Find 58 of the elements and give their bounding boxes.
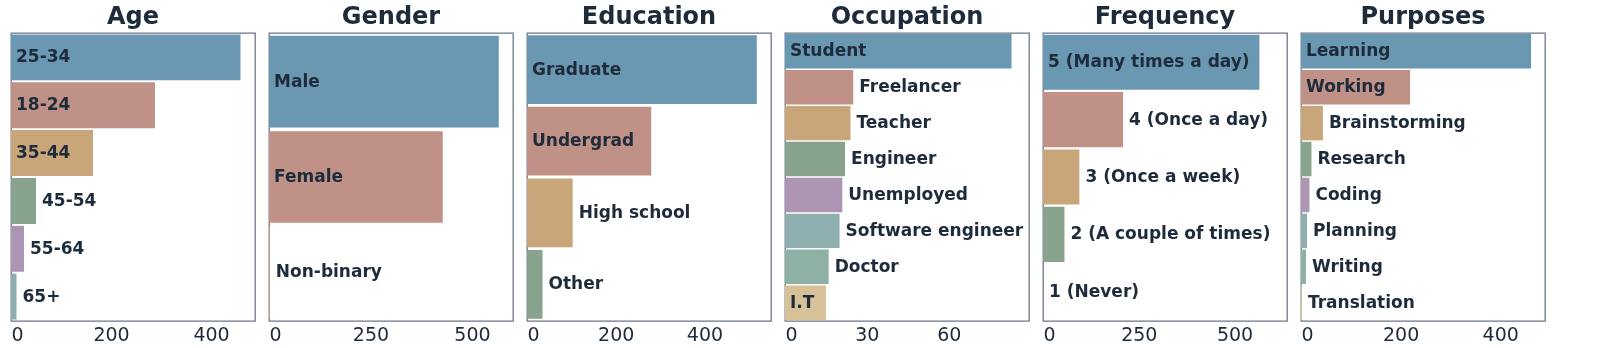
x-tick-label: 30 [855, 322, 880, 345]
y-tick-label: Engineer [851, 148, 937, 169]
y-tick-label: 3 (Once a week) [1085, 166, 1241, 186]
x-tick-label: 500 [454, 322, 491, 345]
y-tick-label: Freelancer [859, 76, 962, 97]
y-tick-label: Learning [1306, 40, 1391, 61]
y-tick-label: Student [790, 40, 867, 61]
y-tick-label: 1 (Never) [1049, 280, 1140, 301]
chart-title: Gender [341, 2, 441, 30]
chart-title: Education [581, 2, 717, 30]
x-tick-label: 500 [1216, 322, 1254, 345]
x-tick-label: 400 [1482, 322, 1519, 345]
x-tick-label: 0 [527, 322, 540, 345]
y-tick-label: Working [1306, 76, 1386, 97]
y-tick-label: Non-binary [275, 261, 382, 282]
y-tick-label: 18-24 [16, 94, 71, 115]
x-tick-label: 200 [598, 322, 635, 345]
y-tick-label: 25-34 [16, 46, 71, 67]
chart-title: Occupation [830, 2, 984, 30]
y-tick-label: 45-54 [42, 189, 97, 210]
y-tick-label: Coding [1315, 183, 1382, 204]
x-tick-label: 250 [352, 322, 390, 345]
y-tick-label: Brainstorming [1328, 112, 1466, 133]
y-tick-label: Doctor [834, 255, 900, 276]
x-tick-label: 60 [937, 322, 962, 345]
y-tick-label: Female [274, 166, 343, 186]
chart-title: Frequency [1094, 2, 1236, 30]
y-tick-label: 2 (A couple of times) [1070, 223, 1271, 244]
y-tick-label: Planning [1312, 219, 1398, 240]
y-tick-label: Graduate [532, 58, 622, 79]
y-tick-label: Undergrad [532, 130, 635, 151]
y-tick-label: Translation [1308, 291, 1415, 312]
x-tick-label: 250 [1121, 322, 1158, 345]
x-tick-label: 0 [1043, 322, 1056, 345]
x-tick-label: 0 [11, 322, 24, 345]
y-tick-label: Unemployed [848, 183, 968, 204]
x-tick-label: 0 [1301, 322, 1314, 345]
x-tick-label: 400 [193, 322, 230, 345]
y-tick-label: 4 (Once a day) [1129, 108, 1269, 129]
x-tick-label: 200 [93, 322, 130, 345]
x-tick-label: 0 [269, 322, 282, 345]
x-tick-label: 400 [686, 322, 724, 345]
y-tick-label: Software engineer [845, 219, 1024, 240]
y-tick-label: High school [578, 201, 691, 222]
y-tick-label: Research [1317, 148, 1406, 169]
y-tick-label: Writing [1311, 255, 1383, 276]
chart-title: Purposes [1360, 2, 1486, 30]
chart-title: Age [106, 2, 160, 30]
y-tick-label: Male [274, 70, 320, 91]
y-tick-label: Teacher [856, 112, 932, 133]
y-tick-label: Other [548, 273, 604, 294]
y-tick-label: 35-44 [16, 142, 71, 163]
y-tick-label: I.T [790, 291, 815, 312]
y-tick-label: 5 (Many times a day) [1048, 51, 1250, 72]
x-tick-label: 0 [785, 322, 798, 345]
y-tick-label: 65+ [22, 285, 61, 306]
y-tick-label: 55-64 [30, 237, 85, 258]
x-tick-label: 200 [1382, 322, 1420, 345]
